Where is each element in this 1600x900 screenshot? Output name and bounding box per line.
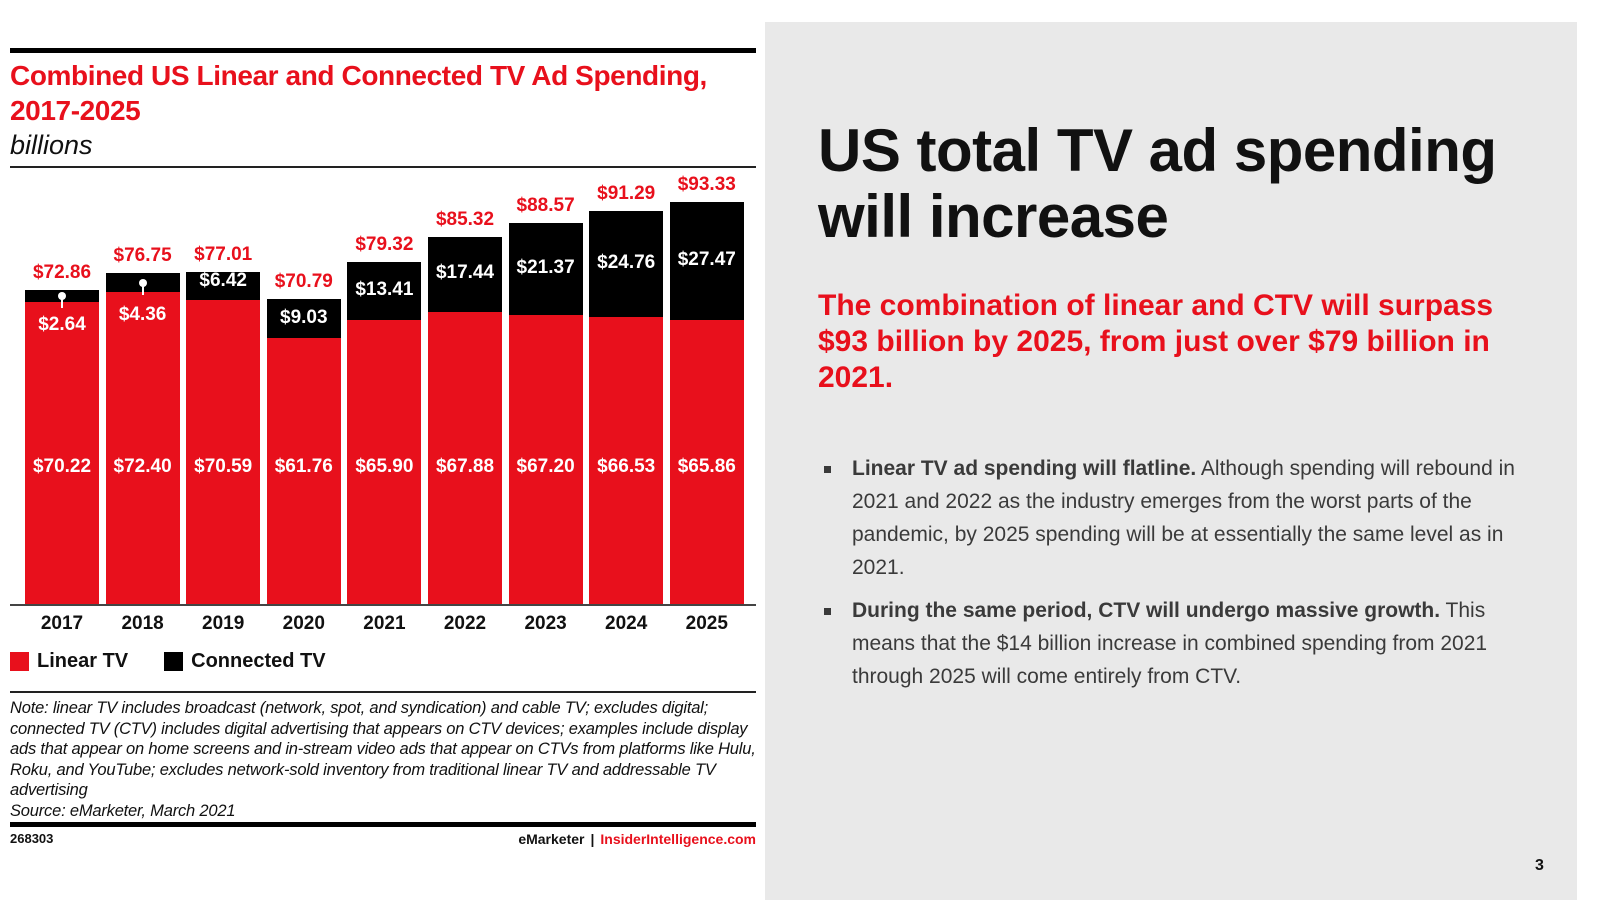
- legend-swatch-linear-tv: [10, 652, 29, 671]
- bar-linear-tv-2020: [266, 337, 341, 604]
- bar-linear-tv-2021: [347, 320, 422, 604]
- brand-site-link[interactable]: InsiderIntelligence.com: [600, 831, 756, 847]
- bullet-lead: Linear TV ad spending will flatline.: [852, 457, 1197, 480]
- linear-value-label-2025: $65.86: [677, 456, 736, 477]
- bar-linear-tv-2024: [589, 317, 664, 604]
- brand-separator: |: [590, 831, 595, 847]
- chart-subtitle: billions: [10, 130, 93, 160]
- ctv-value-label-2024: $24.76: [597, 252, 656, 274]
- legend-swatch-connected-tv: [164, 652, 184, 671]
- slide-headline: US total TV ad spending will increase: [818, 117, 1497, 250]
- ctv-value-label-2021: $13.41: [355, 279, 414, 301]
- source-text: Source: eMarketer, March 2021: [10, 801, 236, 820]
- legend-item-linear-tv: Linear TV: [10, 650, 128, 673]
- ctv-value-label-2022: $17.44: [435, 262, 495, 284]
- bar-linear-tv-2017: [25, 301, 99, 604]
- bar-connected-tv-2022: [428, 236, 502, 312]
- note-rule: [10, 691, 756, 693]
- bar-connected-tv-2020: [266, 299, 341, 338]
- x-tick-2024: 2024: [605, 613, 648, 634]
- total-label-2021: $79.32: [355, 234, 414, 256]
- linear-value-label-2017: $70.22: [32, 456, 92, 477]
- linear-value-label-2021: $65.90: [355, 456, 414, 477]
- ctv-value-label-2023: $21.37: [516, 256, 575, 278]
- bar-connected-tv-2025: [669, 202, 744, 321]
- x-tick-2021: 2021: [363, 613, 406, 634]
- x-tick-2022: 2022: [443, 613, 487, 634]
- total-label-2023: $88.57: [516, 194, 575, 216]
- total-label-2022: $85.32: [435, 208, 495, 230]
- bar-linear-tv-2022: [428, 311, 502, 604]
- total-label-2024: $91.29: [597, 182, 656, 204]
- total-label-2025: $93.33: [677, 174, 736, 195]
- x-tick-2025: 2025: [685, 613, 728, 634]
- bar-connected-tv-2023: [508, 222, 583, 315]
- bullet-list: Linear TV ad spending will flatline. Alt…: [818, 452, 1518, 703]
- linear-value-label-2022: $67.88: [435, 456, 495, 477]
- linear-value-label-2020: $61.76: [274, 456, 333, 477]
- bullet-text: Although spending will rebound in 2021 a…: [852, 457, 1515, 579]
- slide-subhead: The combination of linear and CTV will s…: [818, 289, 1494, 394]
- total-label-2018: $76.75: [113, 245, 172, 267]
- linear-value-label-2019: $70.59: [194, 456, 253, 477]
- chart-plot-area: $72.86 $70.22 $2.64 2017 $76.75 $72.40 $4.36 20…: [0, 0, 760, 900]
- ctv-callout-line-2018: [141, 282, 144, 295]
- ctv-value-label-2025: $27.47: [677, 249, 736, 271]
- chart-header-rule: [10, 166, 756, 168]
- legend-item-connected-tv: Connected TV: [164, 650, 326, 673]
- text-panel: US total TV ad spending will increase Th…: [765, 22, 1577, 900]
- bar-connected-tv-2024: [589, 210, 664, 318]
- brand-emarketer: eMarketer: [518, 831, 585, 847]
- bar-connected-tv-2021: [347, 262, 422, 321]
- square-bullet-icon: [824, 608, 831, 615]
- linear-value-label-2018: $72.40: [113, 456, 172, 477]
- chart-top-rule: [10, 48, 756, 53]
- bar-connected-tv-2019: [186, 272, 261, 300]
- total-label-2019: $77.01: [194, 244, 253, 266]
- ctv-value-label-2017: $2.64: [38, 313, 86, 335]
- footer-brand: eMarketer | InsiderIntelligence.com: [518, 831, 756, 847]
- chart-title: Combined US Linear and Connected TV Ad S…: [10, 60, 707, 126]
- bar-linear-tv-2018: [105, 292, 180, 604]
- bar-linear-tv-2019: [186, 299, 261, 604]
- legend-label: Linear TV: [37, 650, 129, 672]
- linear-value-label-2024: $66.53: [597, 456, 656, 477]
- total-label-2017: $72.86: [32, 262, 92, 284]
- x-tick-2019: 2019: [202, 613, 245, 634]
- bullet-item: During the same period, CTV will undergo…: [818, 594, 1518, 693]
- x-axis-baseline: [10, 604, 756, 606]
- chart-note: Note: linear TV includes broadcast (netw…: [10, 698, 756, 822]
- bar-linear-tv-2025: [669, 320, 744, 604]
- ctv-callout-line-2017: [61, 295, 63, 308]
- x-tick-2018: 2018: [121, 613, 164, 634]
- note-text: Note: linear TV includes broadcast (netw…: [10, 699, 756, 800]
- page-number: 3: [1535, 857, 1544, 874]
- bullet-item: Linear TV ad spending will flatline. Alt…: [818, 452, 1518, 584]
- bullet-lead: During the same period, CTV will undergo…: [852, 599, 1441, 622]
- bullet-text: This means that the $14 billion increase…: [852, 599, 1488, 688]
- chart-legend: Linear TV Connected TV: [10, 650, 326, 673]
- ctv-value-label-2020: $9.03: [280, 306, 328, 328]
- x-tick-2020: 2020: [282, 613, 325, 634]
- x-tick-2017: 2017: [40, 613, 84, 634]
- chart-id: 268303: [10, 831, 54, 846]
- square-bullet-icon: [824, 466, 831, 473]
- ctv-value-label-2018: $4.36: [118, 304, 167, 326]
- legend-label: Connected TV: [191, 650, 326, 672]
- linear-value-label-2023: $67.20: [516, 456, 575, 477]
- ctv-value-label-2019: $6.42: [199, 270, 247, 292]
- total-label-2020: $70.79: [274, 271, 333, 293]
- bar-linear-tv-2023: [508, 314, 583, 604]
- footer-rule: [10, 822, 756, 827]
- x-tick-2023: 2023: [524, 613, 567, 634]
